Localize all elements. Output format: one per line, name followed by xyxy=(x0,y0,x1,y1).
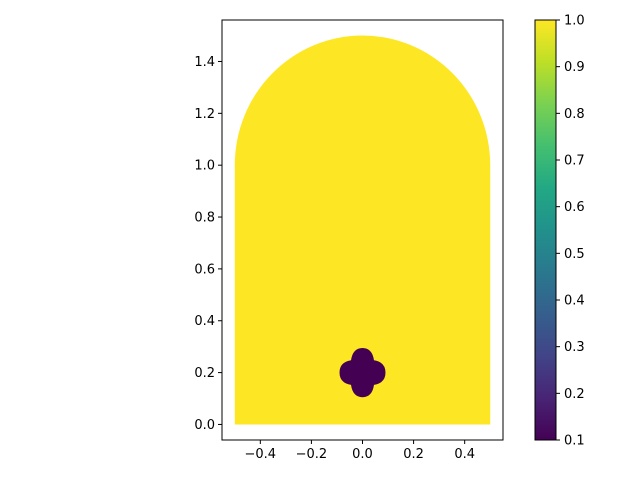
x-tick-label: 0.0 xyxy=(352,447,373,462)
colorbar-tick-label: 0.8 xyxy=(564,107,585,122)
colorbar-tick-label: 0.5 xyxy=(564,247,585,262)
colorbar-tick-label: 1.0 xyxy=(564,14,585,29)
y-tick-label: 0.0 xyxy=(194,418,215,433)
inclusion-region xyxy=(339,347,386,398)
plot-area xyxy=(234,35,491,425)
colorbar-gradient xyxy=(535,20,556,440)
y-tick-label: 0.2 xyxy=(194,366,215,381)
colorbar-tick-label: 0.9 xyxy=(564,60,585,75)
colorbar-tick-label: 0.4 xyxy=(564,294,585,309)
colorbar-tick-label: 0.3 xyxy=(564,340,585,355)
colorbar: 0.1 0.2 0.3 0.4 0.5 0.6 0.7 0.8 0.9 1.0 xyxy=(534,14,585,449)
domain-region xyxy=(234,35,491,425)
x-tick-label: 0.2 xyxy=(403,447,424,462)
colorbar-tick-label: 0.1 xyxy=(564,434,585,449)
x-tick-label: 0.4 xyxy=(454,447,475,462)
y-tick-label: 1.2 xyxy=(194,107,215,122)
y-tick-label: 1.0 xyxy=(194,159,215,174)
y-tick-label: 0.8 xyxy=(194,211,215,226)
y-tick-label: 0.4 xyxy=(194,314,215,329)
colorbar-frame xyxy=(534,19,557,441)
colorbar-ticks: 0.1 0.2 0.3 0.4 0.5 0.6 0.7 0.8 0.9 1.0 xyxy=(556,14,585,449)
y-axis: 0.0 0.2 0.4 0.6 0.8 1.0 1.2 1.4 xyxy=(194,55,222,433)
x-tick-label: −0.2 xyxy=(296,447,328,462)
x-tick-label: −0.4 xyxy=(245,447,277,462)
colorbar-tick-label: 0.2 xyxy=(564,387,585,402)
colorbar-tick-label: 0.6 xyxy=(564,200,585,215)
x-axis: −0.4 −0.2 0.0 0.2 0.4 xyxy=(245,440,475,462)
y-tick-label: 0.6 xyxy=(194,262,215,277)
colorbar-tick-label: 0.7 xyxy=(564,154,585,169)
y-tick-label: 1.4 xyxy=(194,55,215,70)
